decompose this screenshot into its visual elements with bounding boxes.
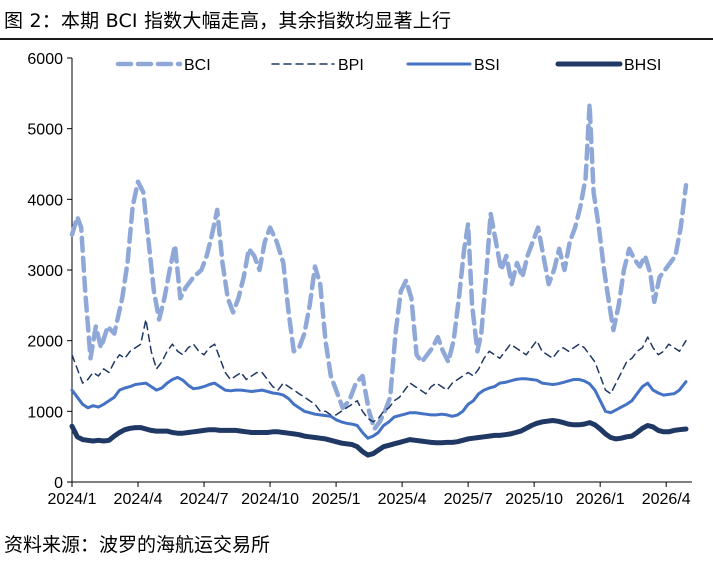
x-tick-label: 2024/1	[48, 491, 97, 508]
line-chart: 0 1000 2000 3000 4000 5000 6000 2024/1 2024/4 202…	[27, 51, 692, 508]
x-tick-label: 2025/10	[505, 491, 563, 508]
x-tick-label: 2026/1	[576, 491, 625, 508]
x-tick-label: 2024/7	[180, 491, 229, 508]
y-tick-label: 1000	[27, 404, 63, 421]
y-tick-label: 2000	[27, 334, 63, 351]
x-tick-label: 2025/1	[312, 491, 361, 508]
series-line-bhsi	[69, 418, 689, 458]
series-line-bsi	[70, 375, 688, 440]
y-tick-label: 3000	[27, 263, 63, 280]
y-tick-label: 4000	[27, 192, 63, 209]
y-tick-label: 5000	[27, 122, 63, 139]
chart-area: 0 1000 2000 3000 4000 5000 6000 2024/1 2024/4 202…	[0, 40, 713, 532]
x-tick-label: 2024/4	[114, 491, 163, 508]
chart-series	[69, 101, 689, 458]
x-tick-label: 2024/10	[241, 491, 299, 508]
x-tick-label: 2026/4	[642, 491, 691, 508]
legend-label-bci: BCI	[184, 57, 211, 74]
x-tick-label: 2025/7	[444, 491, 493, 508]
x-tick-label: 2025/4	[378, 491, 427, 508]
chart-legend: BCI BPI BSI BHSI	[115, 57, 661, 74]
legend-label-bsi: BSI	[474, 57, 500, 74]
legend-label-bhsi: BHSI	[624, 57, 661, 74]
chart-title: 图 2：本期 BCI 指数大幅走高，其余指数均显著上行	[4, 10, 452, 32]
legend-label-bpi: BPI	[338, 57, 364, 74]
y-tick-label: 0	[54, 475, 63, 492]
series-line-bci	[69, 101, 689, 432]
y-tick-label: 6000	[27, 51, 63, 68]
title-rule	[0, 38, 713, 40]
series-line-bpi	[71, 318, 687, 423]
source-note: 资料来源：波罗的海航运交易所	[4, 534, 271, 556]
chart-axes: 0 1000 2000 3000 4000 5000 6000 2024/1 2024/4 202…	[27, 51, 692, 508]
